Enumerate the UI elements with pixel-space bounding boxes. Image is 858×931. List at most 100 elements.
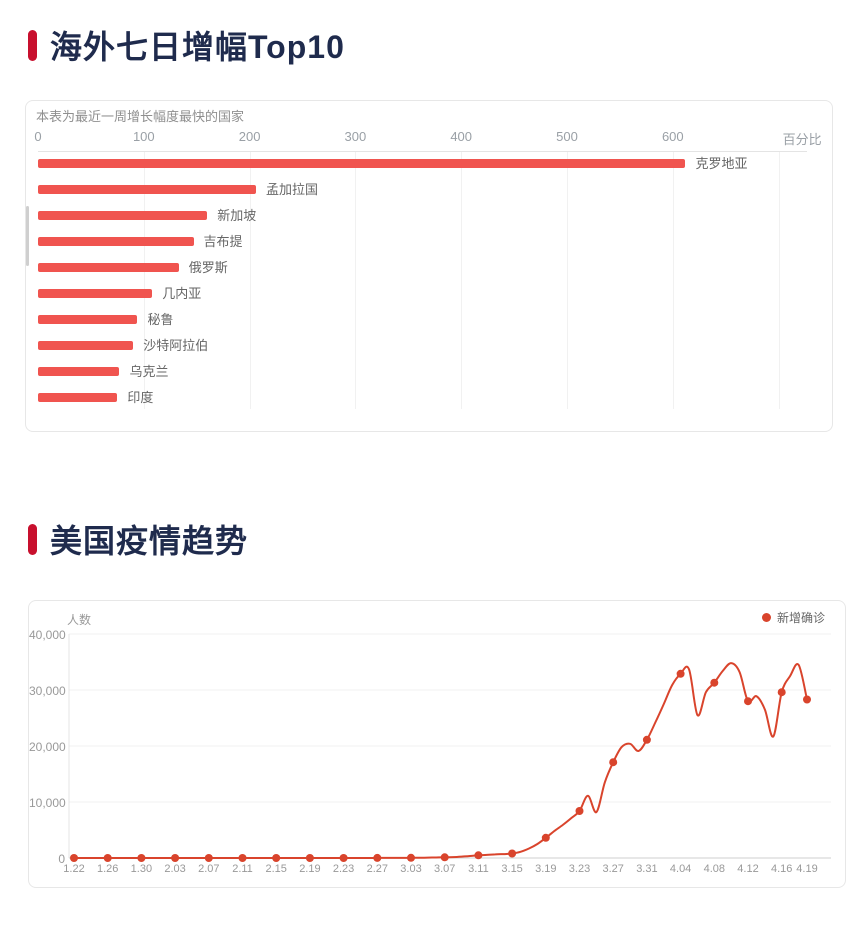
x-tick-label: 1.22: [63, 863, 85, 875]
axis-tick-label: 300: [344, 129, 367, 144]
data-point-3.11: [474, 851, 483, 860]
bar-label: 新加坡: [217, 207, 257, 223]
x-tick-label: 4.04: [669, 863, 692, 875]
x-tick-label: 2.19: [299, 863, 321, 875]
gridline: [461, 151, 463, 409]
gridline: [672, 151, 674, 409]
bar-秘鲁: [38, 314, 138, 324]
bar-孟加拉国: [38, 184, 256, 194]
data-point-3.23: [575, 807, 584, 815]
legend-item-new-confirmed[interactable]: 新增确诊: [761, 609, 825, 626]
data-point-1.26: [103, 854, 112, 862]
bar-label: 吉布提: [203, 233, 243, 249]
data-point-4.16: [777, 688, 786, 697]
x-tick-label: 1.26: [96, 863, 119, 875]
x-tick-label: 3.03: [400, 863, 422, 875]
data-point-2.11: [238, 854, 247, 862]
gridline: [249, 151, 251, 409]
data-point-1.30: [137, 854, 146, 862]
legend-marker-icon: [761, 613, 771, 622]
x-tick-label: 3.31: [636, 863, 658, 875]
bar-印度: [38, 392, 118, 402]
data-point-2.23: [339, 854, 348, 862]
bar-沙特阿拉伯: [38, 340, 134, 350]
x-tick-label: 2.23: [332, 863, 355, 875]
x-tick-label: 3.23: [568, 863, 591, 875]
x-tick-label: 4.19: [796, 863, 818, 875]
section1-title: 海外七日增幅Top10: [50, 29, 345, 65]
bar-几内亚: [38, 288, 153, 298]
x-tick-label: 2.27: [366, 863, 388, 875]
data-point-3.15: [508, 849, 517, 858]
x-axis-line: [38, 151, 807, 152]
x-tick-label: 3.19: [535, 863, 557, 875]
line-chart: 0 10,000 20,000 30,000 40,000 1.22 1.26 1.30 2.0…: [29, 601, 847, 889]
axis-unit-label: 百分比: [782, 132, 822, 147]
bar-label: 几内亚: [162, 285, 202, 301]
series-line-new-confirmed: [73, 662, 808, 859]
section2-header: 美国疫情趋势: [28, 516, 248, 562]
y-tick-label: 20,000: [29, 740, 66, 754]
title-accent-bar: [28, 523, 37, 555]
legend-label: 新增确诊: [776, 611, 825, 625]
data-point-3.03: [407, 853, 415, 862]
bar-label: 沙特阿拉伯: [143, 337, 209, 353]
bar-label: 乌克兰: [129, 363, 169, 379]
axis-tick-label: 200: [238, 129, 261, 144]
x-tick-label: 2.15: [265, 863, 287, 875]
data-point-3.31: [642, 735, 651, 744]
bar-新加坡: [38, 210, 208, 220]
x-tick-label: 4.08: [703, 863, 726, 875]
data-point-2.19: [305, 854, 314, 862]
data-point-4.04: [676, 669, 685, 678]
y-tick-label: 40,000: [29, 628, 66, 642]
y-tick-label: 10,000: [29, 796, 66, 810]
section1-header: 海外七日增幅Top10: [28, 22, 345, 68]
x-tick-label: 2.03: [164, 863, 186, 875]
axis-tick-label: 0: [34, 129, 42, 144]
bar-label: 印度: [127, 389, 154, 405]
axis-tick-label: 100: [132, 129, 155, 144]
data-point-1.22: [70, 854, 78, 862]
bar-label: 克罗地亚: [695, 155, 748, 171]
x-tick-label: 4.16: [771, 863, 793, 875]
axis-tick-label: 400: [450, 129, 473, 144]
title-accent-bar: [28, 29, 37, 61]
x-tick-label: 2.11: [232, 863, 253, 875]
x-tick-label: 3.27: [602, 863, 624, 875]
y-tick-label: 30,000: [29, 684, 66, 698]
overseas-top10-chart-panel: 本表为最近一周增长幅度最快的国家 0 100 200 300 400 500 600 百分比克…: [25, 100, 833, 432]
axis-tick-label: 600: [661, 129, 684, 144]
data-point-3.07: [440, 853, 449, 862]
gridline: [778, 151, 780, 409]
data-point-2.15: [272, 854, 281, 862]
data-point-4.12: [744, 697, 752, 706]
bar-label: 孟加拉国: [265, 181, 318, 197]
bar-label: 秘鲁: [147, 311, 174, 327]
y-axis-title: 人数: [67, 613, 92, 627]
bar-label: 俄罗斯: [188, 259, 228, 275]
section2-title: 美国疫情趋势: [50, 523, 249, 559]
x-tick-label: 1.30: [130, 863, 153, 875]
bar-乌克兰: [38, 366, 120, 376]
data-point-3.19: [541, 833, 550, 842]
axis-tick-label: 500: [556, 129, 578, 144]
x-tick-label: 2.07: [198, 863, 220, 875]
data-point-4.08: [710, 678, 719, 687]
us-trend-chart-panel: 0 10,000 20,000 30,000 40,000 1.22 1.26 1.30 2.0…: [28, 600, 846, 888]
y-tick-label: 0: [58, 852, 65, 866]
bar-吉布提: [38, 236, 194, 246]
x-tick-label: 3.15: [501, 863, 523, 875]
data-point-4.19: [803, 695, 811, 704]
chart1-subtitle: 本表为最近一周增长幅度最快的国家: [36, 109, 245, 124]
data-point-3.27: [609, 758, 618, 767]
scrollbar-thumb[interactable]: [26, 206, 29, 266]
x-tick-label: 4.12: [737, 863, 759, 875]
gridline: [143, 151, 145, 409]
gridline: [567, 151, 568, 409]
data-point-2.27: [373, 853, 382, 862]
x-tick-label: 3.11: [468, 863, 489, 875]
bar-俄罗斯: [38, 262, 179, 272]
gridline: [355, 151, 357, 409]
